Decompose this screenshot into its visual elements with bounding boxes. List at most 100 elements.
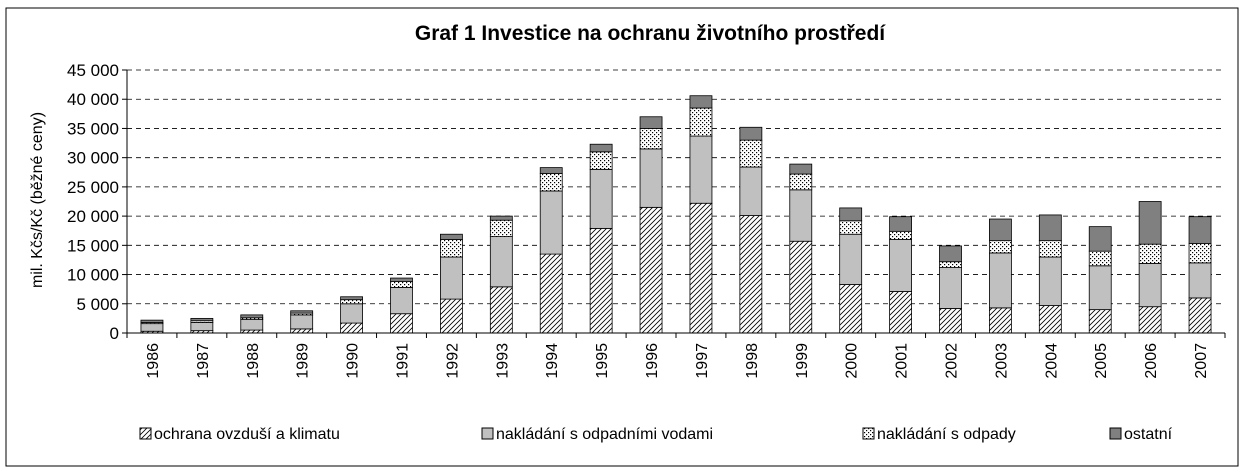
bar-segment	[839, 220, 863, 235]
bar-segment	[739, 215, 763, 334]
bar-segment	[789, 240, 813, 334]
y-tick-label: 10 000	[67, 266, 119, 285]
x-tick-label: 2000	[844, 343, 861, 379]
x-tick-label: 1990	[345, 343, 362, 379]
legend-swatch	[1109, 427, 1122, 440]
bar-segment	[739, 139, 763, 168]
bar-segment	[1138, 243, 1162, 264]
bar-segment	[789, 173, 813, 191]
x-tick-label: 1997	[694, 343, 711, 379]
x-tick-label: 1993	[494, 343, 511, 379]
bar-segment	[1138, 263, 1162, 308]
x-tick-label: 1991	[395, 343, 412, 379]
x-tick-label: 1989	[295, 343, 312, 379]
bar-segment	[1188, 216, 1212, 244]
x-tick-label: 2007	[1193, 343, 1210, 379]
x-tick-label: 1996	[644, 343, 661, 379]
bar-segment	[789, 189, 813, 242]
bar-segment	[489, 236, 513, 288]
bar-segment	[1188, 243, 1212, 264]
bar-segment	[440, 298, 463, 334]
bar-segment	[340, 322, 363, 334]
bar-segment	[889, 291, 912, 334]
bar-segment	[140, 319, 164, 323]
x-tick-label: 1995	[594, 343, 611, 379]
bar-segment	[889, 230, 912, 240]
x-tick-label: 1988	[245, 343, 262, 379]
x-tick-label: 1987	[195, 343, 212, 379]
bar-segment	[1038, 240, 1062, 258]
bar-segment	[1088, 250, 1112, 267]
bar-segment	[839, 233, 863, 285]
bar-segment	[689, 135, 713, 204]
bar-segment	[1088, 309, 1112, 334]
bar-segment	[939, 267, 962, 309]
x-tick-label: 1998	[744, 343, 761, 379]
bar-segment	[1088, 226, 1112, 252]
bar-segment	[1038, 305, 1062, 334]
bar-segment	[539, 190, 563, 255]
bar-segment	[639, 128, 663, 150]
bar-segment	[539, 173, 563, 192]
legend-swatch	[481, 427, 494, 440]
bar-segment	[1038, 214, 1062, 242]
bar-segment	[989, 240, 1012, 254]
bar-segment	[290, 314, 314, 330]
bar-segment	[140, 323, 164, 332]
frame	[5, 7, 1239, 467]
bar-segment	[689, 95, 713, 109]
x-tick-label: 2002	[944, 343, 961, 379]
bar-segment	[639, 148, 663, 208]
bar-segment	[440, 239, 463, 258]
y-tick-label: 25 000	[67, 178, 119, 197]
bar-segment	[639, 206, 663, 334]
legend-swatch	[862, 427, 875, 440]
bar-segment	[340, 299, 363, 305]
x-tick-label: 2006	[1143, 343, 1160, 379]
bar-segment	[839, 207, 863, 222]
y-tick-label: 5 000	[76, 295, 119, 314]
bar-segment	[989, 307, 1012, 334]
legend-label: nakládání s odpady	[877, 426, 1016, 443]
x-tick-label: 1999	[794, 343, 811, 379]
bar-segment	[190, 317, 214, 322]
y-tick-label: 45 000	[67, 61, 119, 80]
bar-segment	[390, 281, 413, 288]
x-tick-label: 1986	[145, 343, 162, 379]
bar-segment	[1088, 265, 1112, 311]
bar-segment	[1188, 297, 1212, 334]
x-tick-label: 1994	[544, 343, 561, 379]
bar-segment	[689, 202, 713, 334]
x-tick-label: 1992	[444, 343, 461, 379]
bar-segment	[539, 167, 563, 174]
y-tick-label: 40 000	[67, 90, 119, 109]
bar-segment	[589, 151, 613, 170]
y-tick-label: 0	[110, 324, 119, 343]
y-tick-label: 35 000	[67, 119, 119, 138]
bar-segment	[489, 286, 513, 334]
bar-segment	[240, 314, 264, 319]
bar-segment	[340, 303, 363, 324]
bar-segment	[340, 296, 363, 301]
bar-segment	[489, 219, 513, 237]
bar-segment	[839, 284, 863, 334]
bar-segment	[290, 310, 314, 314]
y-tick-label: 20 000	[67, 207, 119, 226]
bar-segment	[539, 253, 563, 334]
x-tick-label: 2004	[1043, 343, 1060, 379]
chart-title: Graf 1 Investice na ochranu životního pr…	[415, 22, 886, 45]
bar-segment	[739, 126, 763, 141]
bar-segment	[489, 215, 513, 221]
legend-swatch	[139, 427, 152, 440]
bar-segment	[1188, 262, 1212, 299]
y-tick-label: 30 000	[67, 149, 119, 168]
bar-segment	[989, 252, 1012, 309]
bar-segment	[639, 116, 663, 129]
legend-label: ostatní	[1124, 426, 1173, 443]
bar-segment	[739, 166, 763, 216]
bar-segment	[589, 227, 613, 334]
bar-segment	[1138, 201, 1162, 245]
y-axis-label: mil. Kčs/Kč (běžné ceny)	[29, 112, 46, 288]
legend-label: nakládání s odpadními vodami	[496, 426, 713, 443]
